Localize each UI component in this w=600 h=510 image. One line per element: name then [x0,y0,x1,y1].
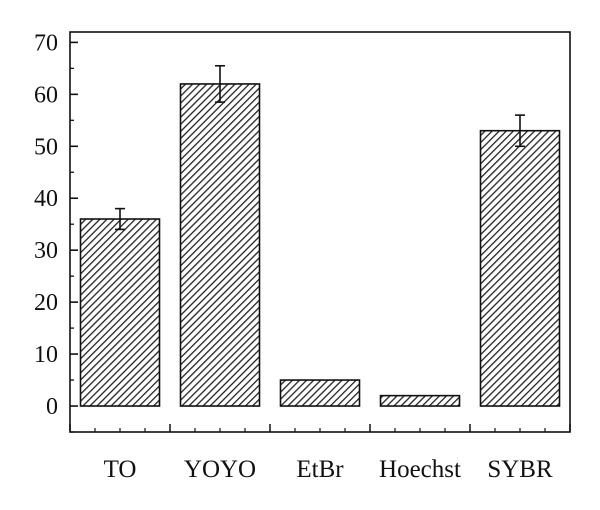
y-tick-label: 10 [34,342,58,368]
y-tick-label: 70 [34,30,58,56]
x-tick-label: Hoechst [379,456,461,483]
bars [79,83,561,407]
x-tick-label: TO [104,456,137,483]
y-tick-label: 60 [34,82,58,108]
x-tick-label: SYBR [487,456,553,483]
error-bars [115,64,525,231]
y-tick-label: 20 [34,290,58,316]
bar-etbr [279,379,361,407]
y-tick-label: 0 [46,394,58,420]
x-tick-label: EtBr [296,456,344,483]
bar-hoechst [379,394,461,407]
y-tick-label: 30 [34,238,58,264]
x-tick-label: YOYO [184,456,256,483]
x-axis: TO YOYO EtBr Hoechst SYBR [69,424,571,483]
y-axis: 0 10 20 30 40 50 60 70 [34,30,78,433]
y-tick-label: 40 [34,186,58,212]
y-tick-label: 50 [34,134,58,160]
bar-sybr [479,129,561,407]
bar-to [79,218,161,407]
bar-yoyo [179,83,261,407]
